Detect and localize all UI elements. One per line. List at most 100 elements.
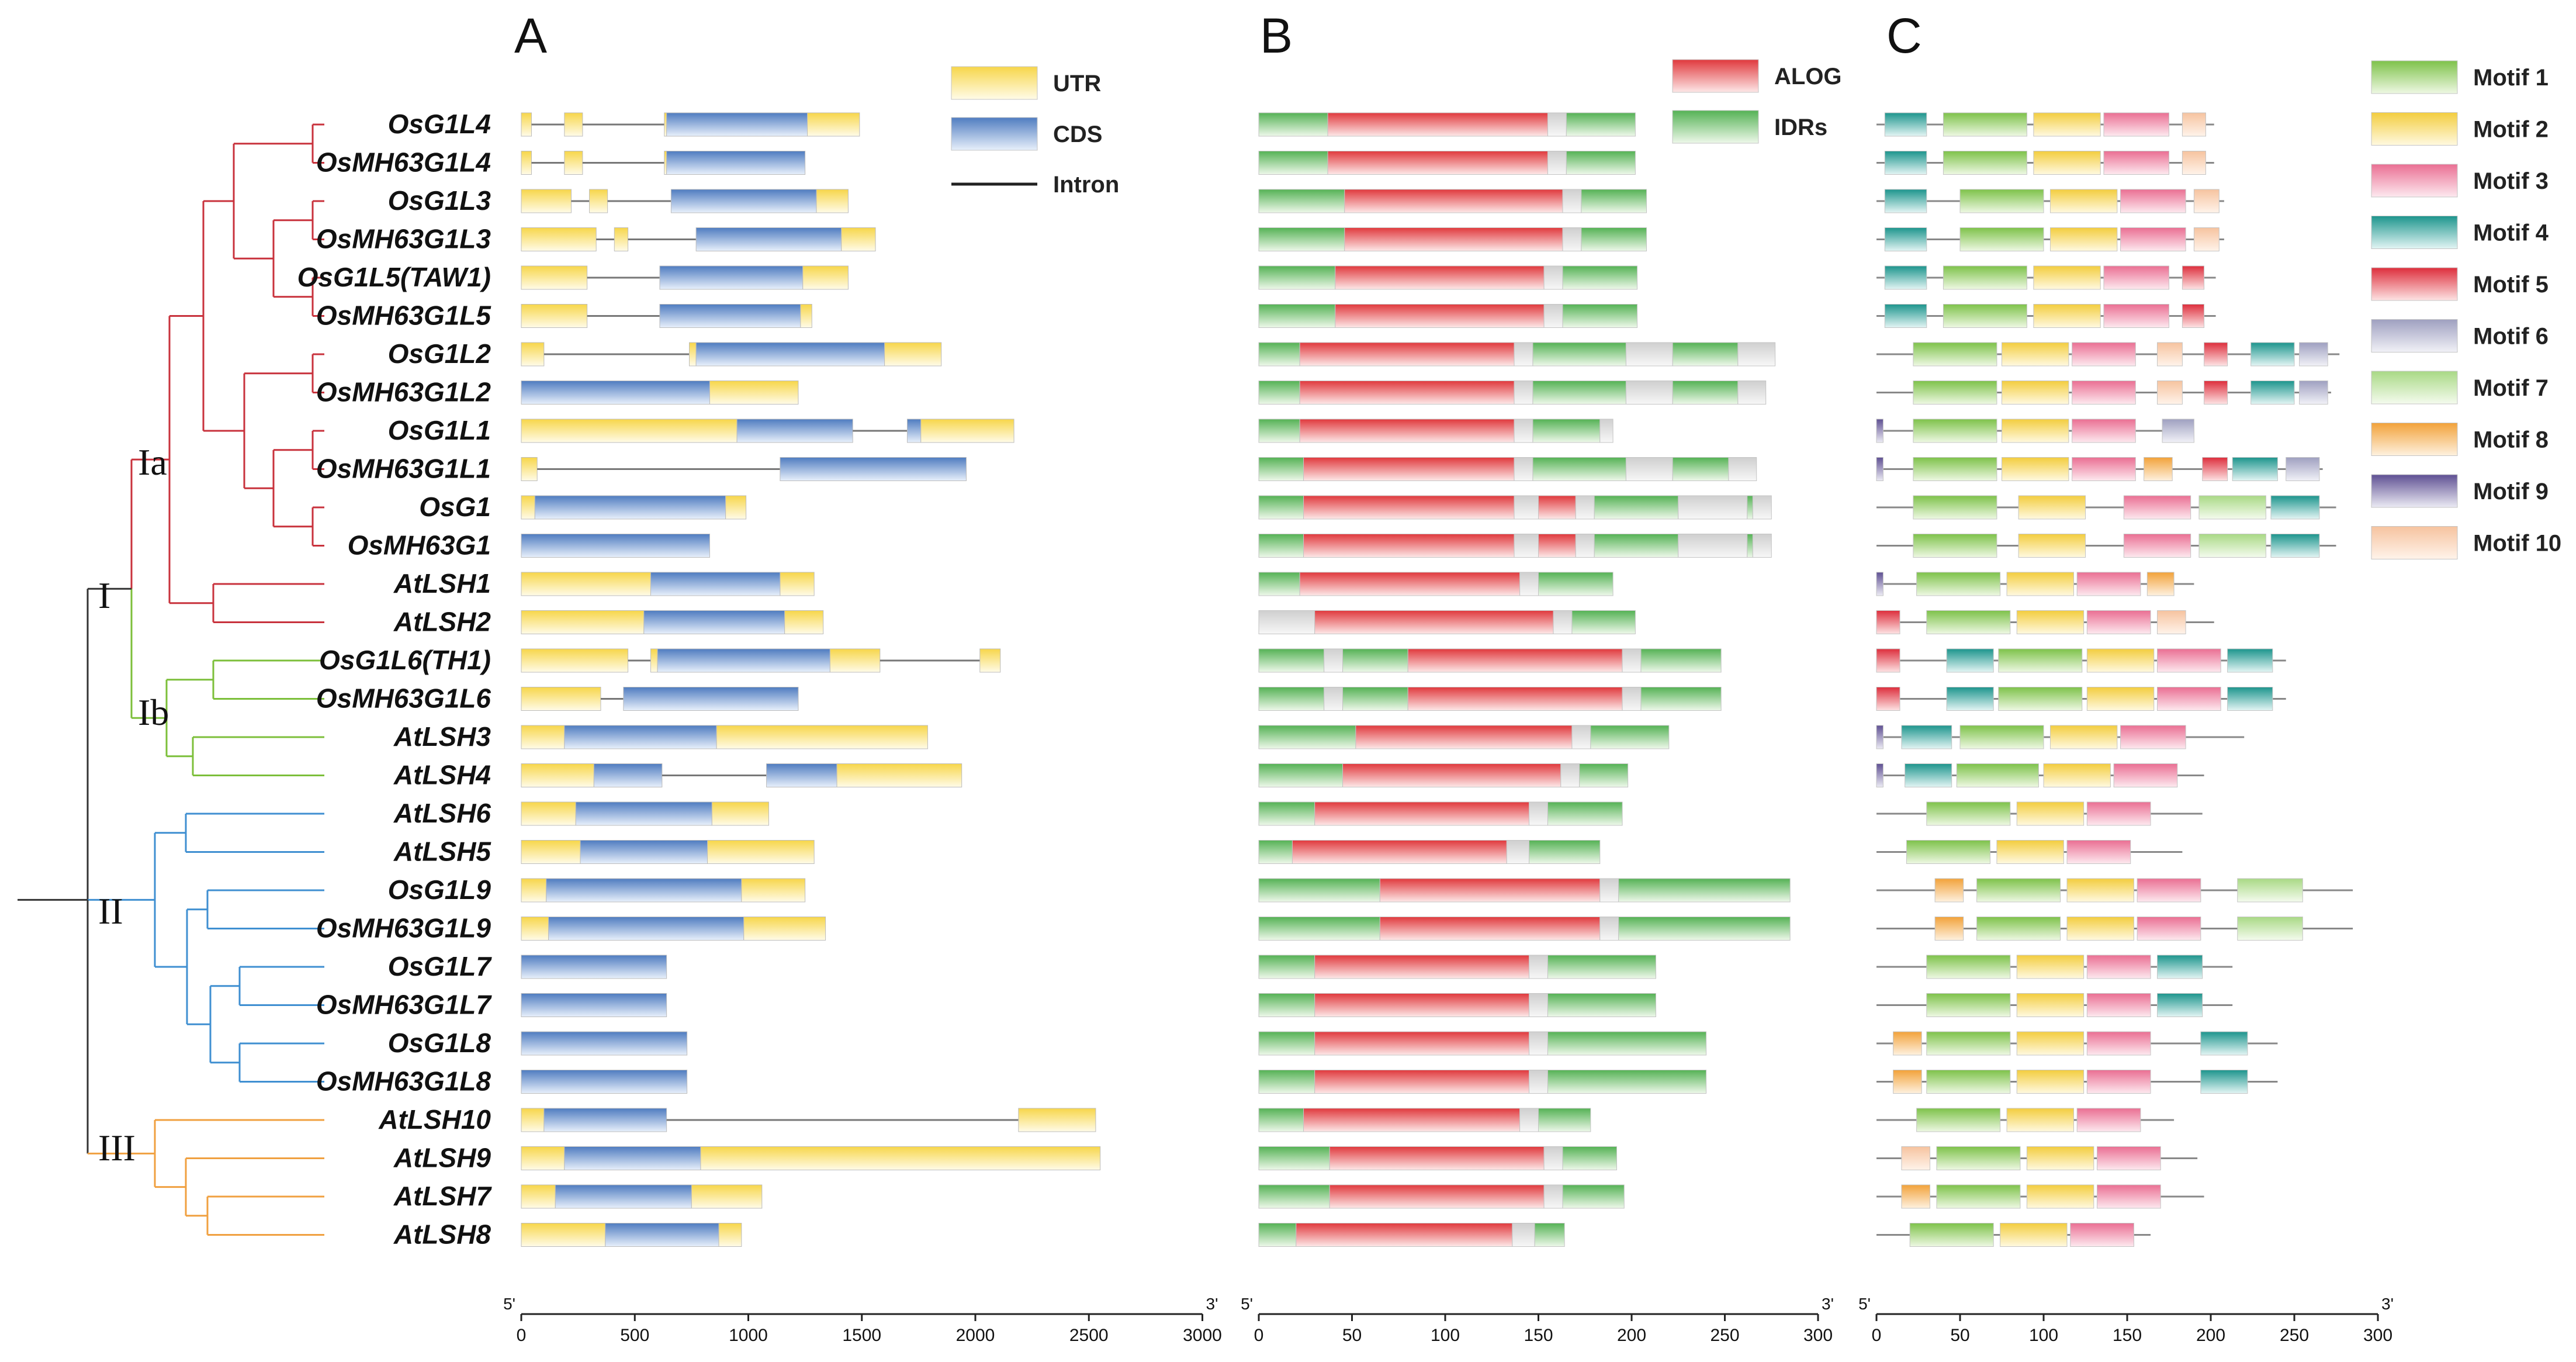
phylogenetic-tree bbox=[18, 123, 324, 1236]
panel-b-protein-domains bbox=[1258, 112, 1791, 1247]
utr-segment bbox=[521, 1146, 565, 1170]
legend-intron-label: Intron bbox=[1053, 172, 1119, 198]
linker-region bbox=[1547, 151, 1567, 175]
utr-segment bbox=[521, 189, 572, 213]
motif-4-block bbox=[2227, 687, 2273, 711]
idr-region bbox=[1258, 534, 1304, 558]
motif-1-block bbox=[1926, 801, 2011, 826]
alog-domain bbox=[1344, 189, 1563, 213]
motif-2-block bbox=[2016, 610, 2085, 634]
motif-4-block bbox=[1884, 189, 1927, 213]
gene-structure-osg1l6-th1 bbox=[521, 648, 1001, 673]
alog-domain bbox=[1299, 419, 1515, 443]
protein-domains-atlsh7 bbox=[1258, 1184, 1625, 1209]
axis-tick-label: 500 bbox=[620, 1326, 649, 1345]
alog-domain bbox=[1303, 1108, 1521, 1132]
utr-segment bbox=[802, 265, 849, 290]
motif-3-block bbox=[2086, 801, 2151, 826]
linker-region bbox=[1529, 1070, 1548, 1094]
cds-segment bbox=[575, 801, 712, 826]
linker-region bbox=[1529, 993, 1548, 1017]
motif-3-block bbox=[2120, 189, 2186, 213]
utr-segment bbox=[807, 112, 860, 137]
motif-3-block bbox=[2086, 1031, 2151, 1056]
motif-4-block bbox=[2227, 648, 2273, 673]
linker-region bbox=[1752, 534, 1772, 558]
motif-2-block bbox=[2002, 381, 2069, 405]
gene-structure-osg1l2 bbox=[521, 342, 942, 367]
utr-segment bbox=[784, 610, 824, 634]
motif-4-block bbox=[1884, 112, 1927, 137]
motifs-osg1l3 bbox=[1876, 189, 2224, 213]
motif-2-block bbox=[2016, 955, 2085, 979]
idr-region bbox=[1579, 763, 1629, 787]
motif-2-block bbox=[2016, 801, 2085, 826]
axis-tick-label: 2500 bbox=[1069, 1326, 1109, 1345]
motif-1-block bbox=[1943, 151, 2027, 175]
motif-8-block bbox=[1893, 1031, 1922, 1056]
motif-3-block bbox=[2072, 381, 2136, 405]
legend-alog-swatch bbox=[1672, 59, 1759, 93]
motifs-osg1l6-th1 bbox=[1876, 648, 2286, 673]
motif-1-block bbox=[1976, 917, 2061, 941]
legend-motif-3-label: Motif 3 bbox=[2473, 168, 2549, 194]
legend-motif-8-label: Motif 8 bbox=[2473, 427, 2549, 453]
motif-10-block bbox=[2182, 112, 2206, 137]
motif-3-block bbox=[2086, 610, 2151, 634]
axis-tick-label: 0 bbox=[1254, 1326, 1264, 1345]
motif-3-block bbox=[2120, 725, 2186, 749]
gene-structure-atlsh6 bbox=[521, 801, 769, 826]
motif-2-block bbox=[2049, 227, 2118, 251]
gene-structure-osmh63g1l8 bbox=[521, 1070, 688, 1094]
motif-5-block bbox=[2204, 381, 2228, 405]
gene-structure-osmh63g1l7 bbox=[521, 993, 667, 1017]
cds-segment bbox=[766, 763, 837, 787]
linker-region bbox=[1625, 457, 1673, 481]
protein-domains-osmh63g1l6 bbox=[1258, 687, 1722, 711]
clade-label-i: I bbox=[98, 575, 110, 616]
alog-domain bbox=[1314, 610, 1554, 634]
motif-10-block bbox=[2156, 342, 2183, 367]
idr-region bbox=[1258, 917, 1380, 941]
axis-tick-label: 3000 bbox=[1183, 1326, 1222, 1345]
motifs-osmh63g1l1 bbox=[1876, 457, 2323, 481]
motif-2-block bbox=[2002, 457, 2069, 481]
motif-10-block bbox=[2193, 189, 2220, 213]
motif-1-block bbox=[1976, 878, 2061, 903]
utr-segment bbox=[521, 419, 738, 443]
gene-structure-atlsh9 bbox=[521, 1146, 1101, 1170]
motif-3-block bbox=[2137, 917, 2201, 941]
utr-segment bbox=[521, 687, 601, 711]
idr-region bbox=[1258, 1108, 1304, 1132]
motif-1-block bbox=[1926, 993, 2011, 1017]
motif-1-block bbox=[1913, 534, 1997, 558]
linker-region bbox=[1553, 610, 1573, 634]
cds-segment bbox=[666, 151, 806, 175]
motif-7-block bbox=[2198, 534, 2266, 558]
idr-region bbox=[1581, 227, 1647, 251]
motif-1-block bbox=[1916, 572, 2001, 596]
gene-name-osmh63g1l5: OsMH63G1L5 bbox=[316, 300, 492, 331]
legend-motif-1-label: Motif 1 bbox=[2473, 65, 2549, 91]
axis-tick-label: 300 bbox=[2363, 1326, 2393, 1345]
alog-domain bbox=[1327, 151, 1548, 175]
motif-2-block bbox=[2018, 534, 2086, 558]
utr-segment bbox=[521, 610, 645, 634]
motifs-osmh63g1l4 bbox=[1876, 151, 2214, 175]
legend-motif-3-swatch bbox=[2371, 164, 2458, 198]
axis-tick-label: 250 bbox=[2280, 1326, 2309, 1345]
legend-motif-9-label: Motif 9 bbox=[2473, 479, 2549, 504]
idr-region bbox=[1547, 993, 1656, 1017]
gene-name-osg1l5-taw1: OsG1L5(TAW1) bbox=[297, 262, 491, 292]
legend-utr-label: UTR bbox=[1053, 71, 1101, 96]
utr-segment bbox=[700, 1146, 1101, 1170]
idr-region bbox=[1258, 151, 1328, 175]
motif-1-block bbox=[1913, 495, 1997, 520]
gene-structure-osmh63g1l9 bbox=[521, 917, 826, 941]
cds-segment bbox=[657, 648, 830, 673]
linker-region bbox=[1575, 534, 1595, 558]
motif-4-block bbox=[1884, 265, 1927, 290]
protein-domains-osmh63g1 bbox=[1258, 534, 1772, 558]
utr-segment bbox=[688, 342, 697, 367]
